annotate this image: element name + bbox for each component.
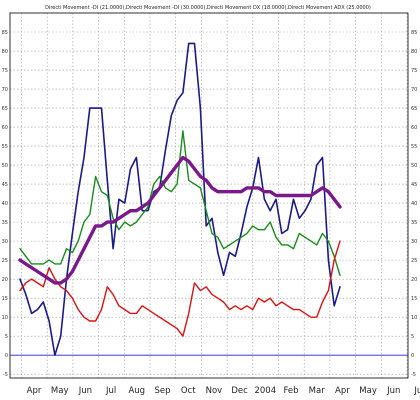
x-tick-label-7: Nov [206, 386, 223, 396]
y-tick-label-right-6: 25 [411, 258, 417, 264]
y-tick-label-left-3: 10 [2, 315, 8, 321]
x-tick-label-5: Sep [154, 386, 170, 396]
y-tick-label-left-14: 65 [2, 106, 8, 112]
y-tick-label-right-0: -5 [411, 372, 416, 378]
chart-title: Directi Movement -DI (21.0000),Directi M… [45, 5, 371, 11]
y-tick-label-right-12: 55 [411, 144, 417, 150]
y-tick-label-right-9: 40 [411, 201, 417, 207]
x-tick-label-8: Dec [231, 386, 248, 396]
y-tick-label-left-10: 45 [2, 182, 8, 188]
y-tick-label-left-15: 70 [2, 87, 8, 93]
series-layer [18, 42, 342, 357]
y-tick-label-right-5: 20 [411, 277, 417, 283]
x-tick-label-6: Oct [181, 386, 196, 396]
x-tick-label-14: Jun [386, 386, 400, 396]
y-tick-label-left-7: 30 [2, 239, 8, 245]
y-tick-label-left-5: 20 [2, 277, 8, 283]
y-tick-label-right-15: 70 [411, 87, 417, 93]
y-tick-label-right-7: 30 [411, 239, 417, 245]
y-tick-label-left-9: 40 [2, 201, 8, 207]
y-tick-label-right-14: 65 [411, 106, 417, 112]
x-axis: Apr May Jun Jul Aug Sep Oct Nov Dec 2004 Feb Mar Apr… [27, 386, 420, 396]
y-axis-left: -5 0 5 10 15 20 25 30 35 40 45 50 55 60 65 70 75 80 85 [2, 30, 8, 378]
x-tick-label-15: Jul [413, 386, 420, 396]
y-tick-label-right-10: 45 [411, 182, 417, 188]
y-tick-label-left-4: 15 [2, 296, 8, 302]
y-tick-label-left-16: 75 [2, 68, 8, 74]
y-tick-label-left-0: -5 [3, 372, 8, 378]
y-tick-label-right-18: 85 [411, 30, 417, 36]
y-tick-label-left-11: 50 [2, 163, 8, 169]
y-tick-label-left-17: 80 [2, 49, 8, 55]
series-line-2 [19, 240, 341, 337]
y-tick-label-right-1: 0 [411, 353, 414, 359]
series-line-0 [19, 42, 341, 357]
y-tick-label-right-16: 75 [411, 68, 417, 74]
y-tick-label-right-11: 50 [411, 163, 417, 169]
x-tick-label-11: Mar [309, 386, 326, 396]
series-line-1 [19, 130, 341, 276]
x-tick-label-0: Apr [27, 386, 42, 396]
series-line-3 [18, 155, 342, 285]
y-tick-label-right-4: 15 [411, 296, 417, 302]
plot-frame [9, 12, 409, 379]
x-tick-label-1: May [51, 386, 69, 396]
y-tick-label-left-6: 25 [2, 258, 8, 264]
y-tick-label-right-2: 5 [411, 334, 414, 340]
x-tick-label-12: Apr [335, 386, 350, 396]
x-tick-label-10: Feb [283, 386, 298, 396]
x-tick-label-2: Jun [78, 386, 92, 396]
y-tick-label-left-8: 35 [2, 220, 8, 226]
y-tick-label-right-3: 10 [411, 315, 417, 321]
y-axis-right: -5 0 5 10 15 20 25 30 35 40 45 50 55 60 65 70 75 80 85 [411, 30, 417, 378]
x-tick-label-9: 2004 [254, 386, 276, 396]
y-tick-label-left-1: 0 [5, 353, 8, 359]
y-tick-label-right-13: 60 [411, 125, 417, 131]
x-tick-label-4: Aug [128, 386, 145, 396]
y-tick-label-right-8: 35 [411, 220, 417, 226]
x-tick-label-13: May [359, 386, 377, 396]
y-tick-label-left-18: 85 [2, 30, 8, 36]
y-tick-label-right-17: 80 [411, 49, 417, 55]
y-tick-label-left-13: 60 [2, 125, 8, 131]
y-tick-label-left-12: 55 [2, 144, 8, 150]
y-tick-label-left-2: 5 [5, 334, 8, 340]
x-tick-label-3: Jul [105, 386, 116, 396]
